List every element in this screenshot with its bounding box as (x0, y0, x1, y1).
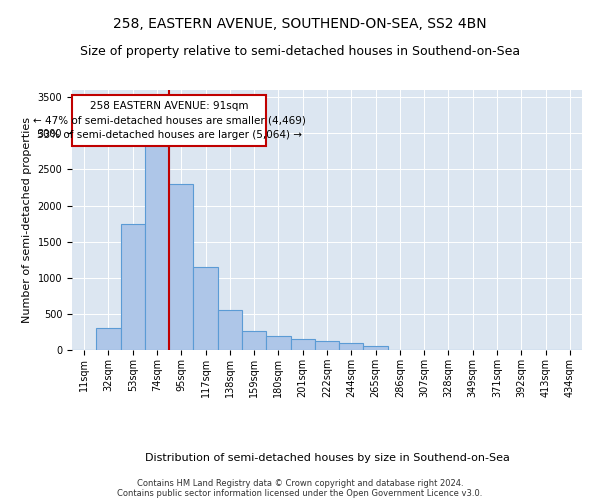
Bar (96, 328, 121, 350)
Text: Contains public sector information licensed under the Open Government Licence v3: Contains public sector information licen… (118, 488, 482, 498)
Text: Contains HM Land Registry data © Crown copyright and database right 2024.: Contains HM Land Registry data © Crown c… (137, 478, 463, 488)
X-axis label: Distribution of semi-detached houses by size in Southend-on-Sea: Distribution of semi-detached houses by … (145, 452, 509, 462)
Bar (242, 331, 266, 350)
Bar (339, 343, 364, 350)
FancyBboxPatch shape (72, 95, 266, 146)
Bar (145, 116, 169, 350)
Bar (218, 310, 242, 350)
Text: 53% of semi-detached houses are larger (5,064) →: 53% of semi-detached houses are larger (… (37, 130, 302, 140)
Text: ← 47% of semi-detached houses are smaller (4,469): ← 47% of semi-detached houses are smalle… (33, 116, 305, 126)
Bar (193, 267, 218, 350)
Bar (121, 224, 145, 350)
Bar (169, 184, 193, 350)
Text: Size of property relative to semi-detached houses in Southend-on-Sea: Size of property relative to semi-detach… (80, 45, 520, 58)
Bar (266, 336, 290, 350)
Bar (315, 342, 339, 350)
Y-axis label: Number of semi-detached properties: Number of semi-detached properties (22, 117, 32, 323)
Bar (364, 346, 388, 350)
Text: 258, EASTERN AVENUE, SOUTHEND-ON-SEA, SS2 4BN: 258, EASTERN AVENUE, SOUTHEND-ON-SEA, SS… (113, 18, 487, 32)
Text: 258 EASTERN AVENUE: 91sqm: 258 EASTERN AVENUE: 91sqm (90, 102, 248, 112)
Bar (290, 339, 315, 350)
